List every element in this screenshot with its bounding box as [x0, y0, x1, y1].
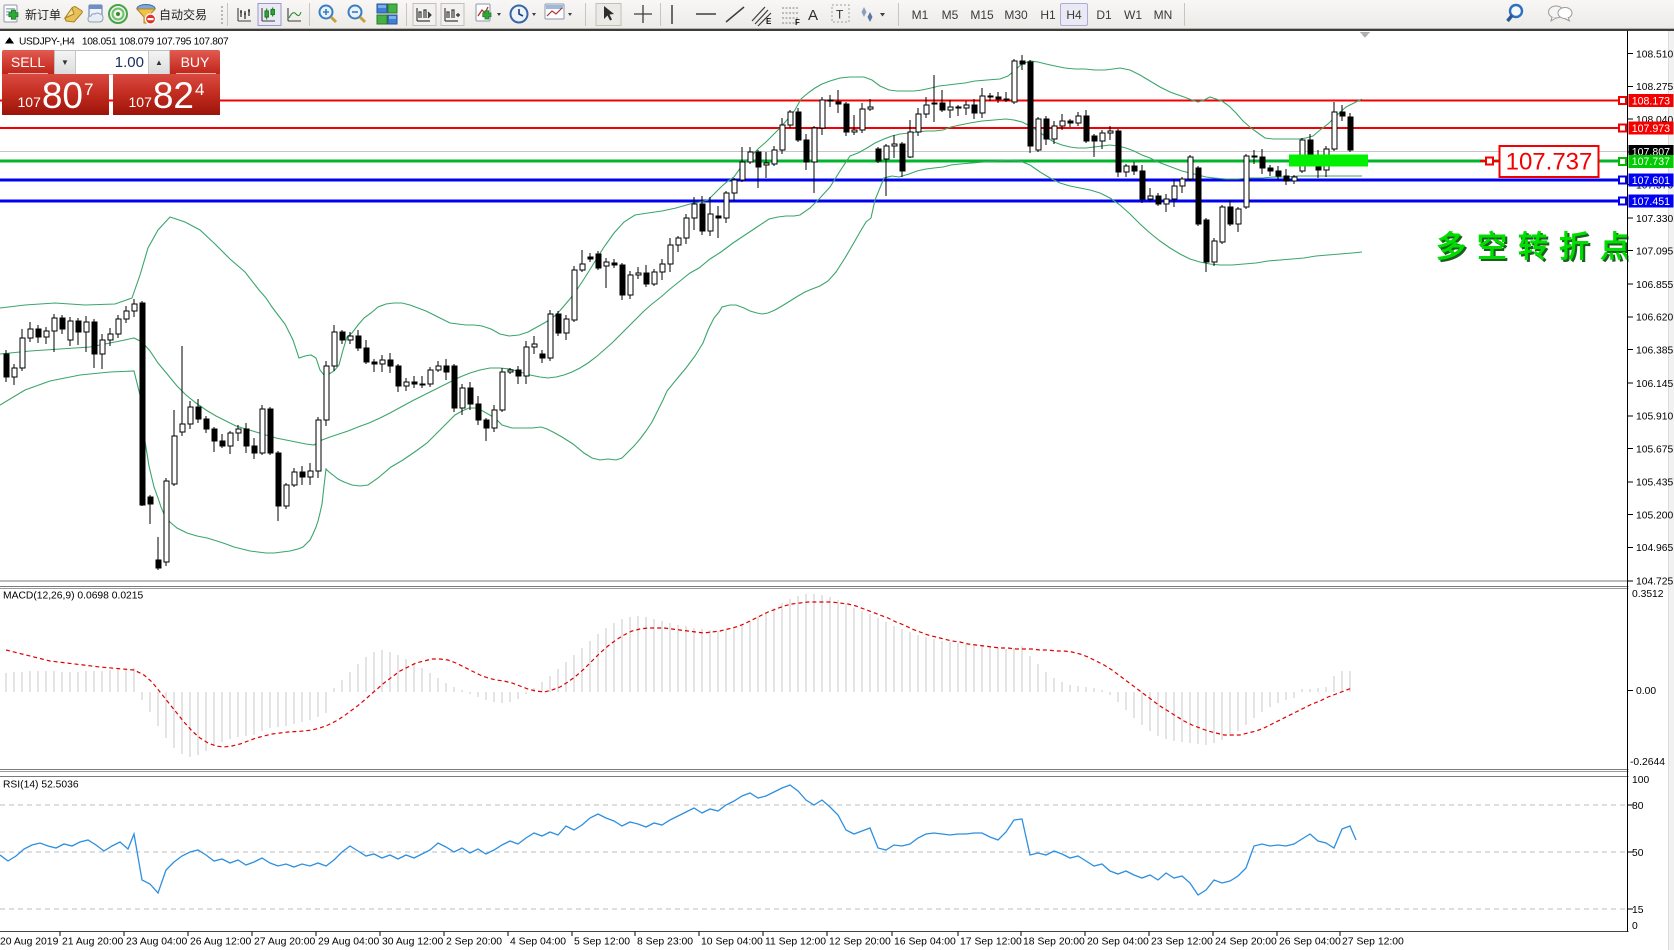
svg-text:108.275: 108.275: [1636, 82, 1673, 93]
svg-text:-0.2644: -0.2644: [1630, 757, 1665, 768]
svg-text:26 Aug 12:00: 26 Aug 12:00: [190, 937, 251, 948]
svg-text:107.095: 107.095: [1636, 247, 1673, 258]
svg-text:105.435: 105.435: [1636, 478, 1673, 489]
svg-text:107.330: 107.330: [1636, 214, 1673, 225]
svg-text:107.601: 107.601: [1632, 175, 1670, 187]
svg-text:20 Aug 2019: 20 Aug 2019: [0, 937, 59, 948]
svg-text:26 Sep 04:00: 26 Sep 04:00: [1279, 937, 1341, 948]
svg-text:5 Sep 12:00: 5 Sep 12:00: [574, 937, 630, 948]
svg-text:USDJPY-,H4 108.051 108.079 10: USDJPY-,H4 108.051 108.079 107.795 107.8…: [19, 37, 229, 48]
svg-text:29 Aug 04:00: 29 Aug 04:00: [318, 937, 379, 948]
svg-text:107.451: 107.451: [1632, 196, 1670, 208]
svg-text:108.040: 108.040: [1636, 115, 1673, 126]
svg-text:80: 80: [1632, 801, 1644, 812]
svg-text:108.510: 108.510: [1636, 50, 1673, 61]
svg-text:21 Aug 20:00: 21 Aug 20:00: [62, 937, 123, 948]
svg-text:107.737: 107.737: [1506, 149, 1593, 176]
svg-text:多空转折点: 多空转折点: [1438, 233, 1643, 266]
svg-text:27 Sep 12:00: 27 Sep 12:00: [1342, 937, 1404, 948]
svg-text:4 Sep 04:00: 4 Sep 04:00: [510, 937, 566, 948]
svg-text:12 Sep 20:00: 12 Sep 20:00: [829, 937, 891, 948]
svg-text:8 Sep 23:00: 8 Sep 23:00: [637, 937, 693, 948]
svg-text:23 Sep 12:00: 23 Sep 12:00: [1151, 937, 1213, 948]
svg-text:105.675: 105.675: [1636, 444, 1673, 455]
svg-text:多空转折点: 多空转折点: [1436, 231, 1641, 264]
svg-text:105.910: 105.910: [1636, 412, 1673, 423]
svg-text:107.973: 107.973: [1632, 123, 1670, 135]
svg-text:104.965: 104.965: [1636, 543, 1673, 554]
svg-text:11 Sep 12:00: 11 Sep 12:00: [765, 937, 826, 948]
svg-text:18 Sep 20:00: 18 Sep 20:00: [1023, 937, 1085, 948]
svg-text:F: F: [795, 18, 800, 27]
svg-text:27 Aug 20:00: 27 Aug 20:00: [254, 937, 315, 948]
svg-text:16 Sep 04:00: 16 Sep 04:00: [894, 937, 956, 948]
svg-text:106.855: 106.855: [1636, 280, 1673, 291]
svg-text:20 Sep 04:00: 20 Sep 04:00: [1087, 937, 1149, 948]
svg-text:105.200: 105.200: [1636, 511, 1673, 522]
svg-text:104.725: 104.725: [1636, 577, 1673, 588]
svg-text:0: 0: [1632, 921, 1638, 932]
svg-text:T: T: [836, 8, 844, 22]
svg-text:15: 15: [1632, 905, 1644, 916]
svg-text:10 Sep 04:00: 10 Sep 04:00: [701, 937, 763, 948]
svg-text:E: E: [766, 17, 772, 26]
svg-text:50: 50: [1632, 848, 1644, 859]
svg-text:2 Sep 20:00: 2 Sep 20:00: [446, 937, 502, 948]
svg-text:MACD(12,26,9) 0.0698 0.0215: MACD(12,26,9) 0.0698 0.0215: [3, 591, 144, 602]
svg-text:30 Aug 12:00: 30 Aug 12:00: [382, 937, 443, 948]
svg-text:23 Aug 04:00: 23 Aug 04:00: [126, 937, 187, 948]
svg-text:106.385: 106.385: [1636, 345, 1673, 356]
svg-text:108.173: 108.173: [1632, 95, 1670, 107]
svg-text:17 Sep 12:00: 17 Sep 12:00: [960, 937, 1022, 948]
svg-text:24 Sep 20:00: 24 Sep 20:00: [1215, 937, 1277, 948]
svg-text:106.620: 106.620: [1636, 313, 1673, 324]
svg-text:100: 100: [1632, 775, 1649, 786]
svg-text:A: A: [808, 7, 818, 24]
svg-text:107.737: 107.737: [1632, 156, 1670, 168]
svg-text:0.00: 0.00: [1636, 686, 1656, 697]
svg-text:0.3512: 0.3512: [1632, 589, 1664, 600]
svg-text:RSI(14) 52.5036: RSI(14) 52.5036: [3, 780, 79, 791]
svg-text:106.145: 106.145: [1636, 379, 1673, 390]
